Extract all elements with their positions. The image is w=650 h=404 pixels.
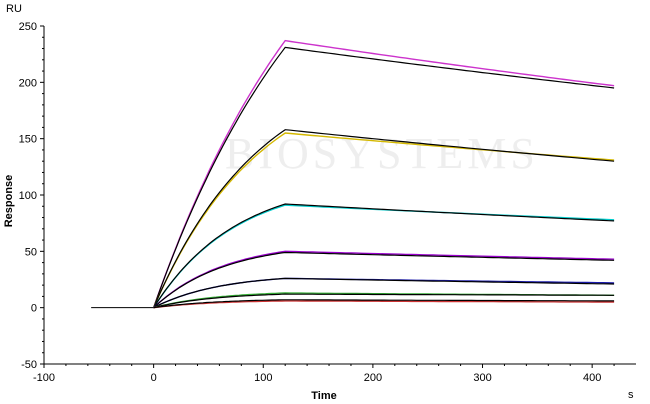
- y-ticks: -50 0 50 100 150 200 250: [19, 21, 44, 371]
- y-tick-label: -50: [21, 359, 37, 371]
- x-unit-label: s: [628, 389, 634, 401]
- y-tick-label: 200: [19, 77, 37, 89]
- curves-group: [91, 39, 615, 309]
- data-curve-0: [152, 39, 615, 308]
- data-curve-12: [153, 300, 615, 309]
- x-tick-label: 300: [473, 372, 491, 384]
- x-tick-label: 200: [364, 372, 382, 384]
- fit-curve-9: [153, 277, 615, 309]
- y-tick-label: 100: [19, 190, 37, 202]
- x-axis-title: Time: [311, 390, 336, 402]
- y-tick-label: 0: [31, 303, 37, 315]
- fit-curve-7: [153, 251, 615, 309]
- fit-curve-11: [153, 293, 615, 309]
- fit-curve-13: [153, 299, 615, 309]
- fit-curve-1: [153, 46, 615, 308]
- x-ticks: -100 0 100 200 300 400: [33, 364, 615, 384]
- y-axis-title: Response: [3, 175, 15, 228]
- x-tick-label: 400: [583, 372, 601, 384]
- x-tick-label: -100: [33, 372, 55, 384]
- y-tick-label: 150: [19, 134, 37, 146]
- y-unit-label: RU: [6, 3, 22, 15]
- data-curve-4: [153, 204, 615, 309]
- watermark: BIOSYSTEMS: [225, 129, 539, 178]
- x-tick-label: 100: [254, 372, 272, 384]
- fit-curve-5: [153, 203, 615, 309]
- x-tick-label: 0: [151, 372, 157, 384]
- y-tick-label: 50: [25, 246, 37, 258]
- fit-curve-3: [153, 129, 615, 308]
- y-tick-label: 250: [19, 21, 37, 33]
- data-curve-6: [153, 250, 615, 309]
